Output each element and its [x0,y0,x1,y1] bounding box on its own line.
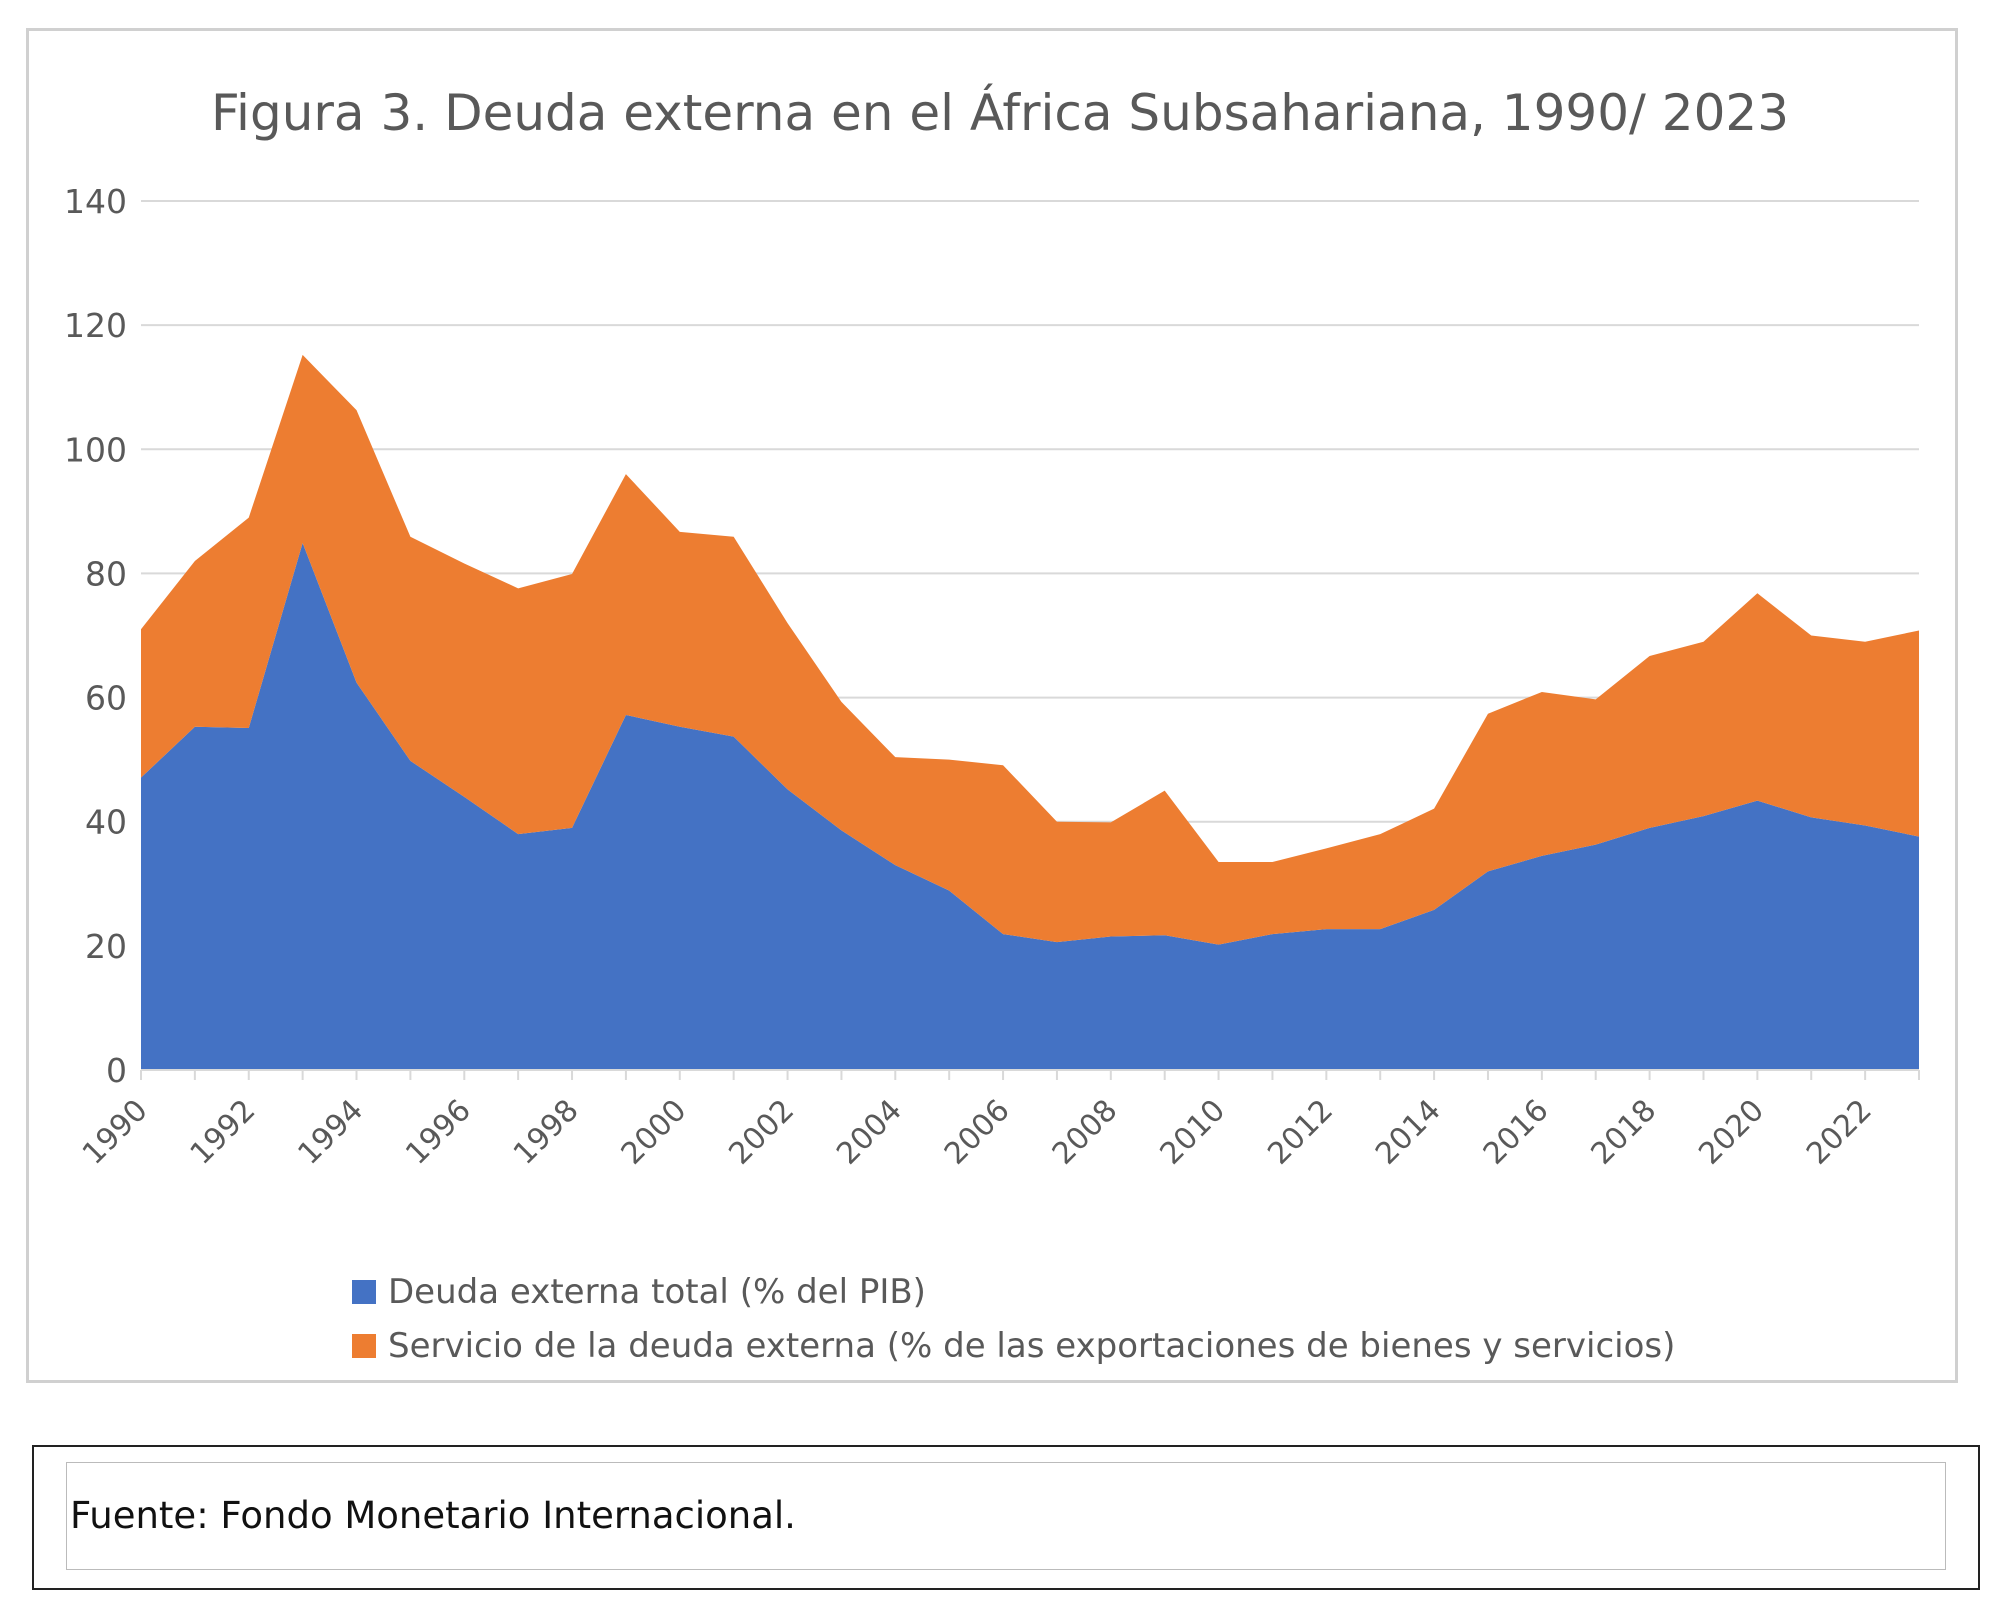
source-box-inner [66,1462,1946,1570]
x-tick-label: 2016 [1477,1093,1556,1172]
x-tick-label: 1996 [399,1093,478,1172]
y-tick-label: 40 [85,803,127,842]
x-tick-label: 2000 [615,1093,694,1172]
x-tick-label: 2010 [1153,1093,1232,1172]
x-tick-label: 2002 [722,1093,801,1172]
x-tick-label: 2022 [1800,1093,1879,1172]
y-tick-label: 0 [106,1051,127,1090]
x-tick-label: 2020 [1692,1093,1771,1172]
x-tick-label: 1994 [291,1093,370,1172]
chart-title: Figura 3. Deuda externa en el África Sub… [210,84,1790,142]
legend-swatch-orange [352,1334,376,1358]
y-tick-label: 60 [85,679,127,718]
x-tick-label: 1990 [76,1093,155,1172]
legend-label: Deuda externa total (% del PIB) [388,1272,926,1312]
y-tick-label: 80 [85,554,127,593]
legend-item-servicio: Servicio de la deuda externa (% de las e… [352,1326,1675,1366]
y-tick-label: 100 [64,430,127,469]
source-box [32,1445,1980,1590]
y-tick-label: 120 [64,306,127,345]
x-tick-label: 2006 [938,1093,1017,1172]
x-tick-label: 2008 [1046,1093,1125,1172]
legend-label: Servicio de la deuda externa (% de las e… [388,1326,1676,1366]
x-tick-label: 2004 [830,1093,909,1172]
y-tick-label: 140 [64,182,127,221]
x-tick-label: 2018 [1585,1093,1664,1172]
x-tick-label: 1998 [507,1093,586,1172]
source-note: Fuente: Fondo Monetario Internacional. [70,1494,796,1537]
x-tick-label: 1992 [184,1093,263,1172]
area-series-1 [141,543,1919,1070]
legend-item-deuda: Deuda externa total (% del PIB) [352,1272,926,1312]
x-tick-label: 2014 [1369,1093,1448,1172]
y-tick-label: 20 [85,927,127,966]
x-tick-label: 2012 [1261,1093,1340,1172]
legend-swatch-blue [352,1280,376,1304]
area-series-2 [141,354,1919,945]
area-chart: 0 20 40 60 80 100 120 140 1990 1992 1994 1996 1998 20… [64,182,1920,1172]
